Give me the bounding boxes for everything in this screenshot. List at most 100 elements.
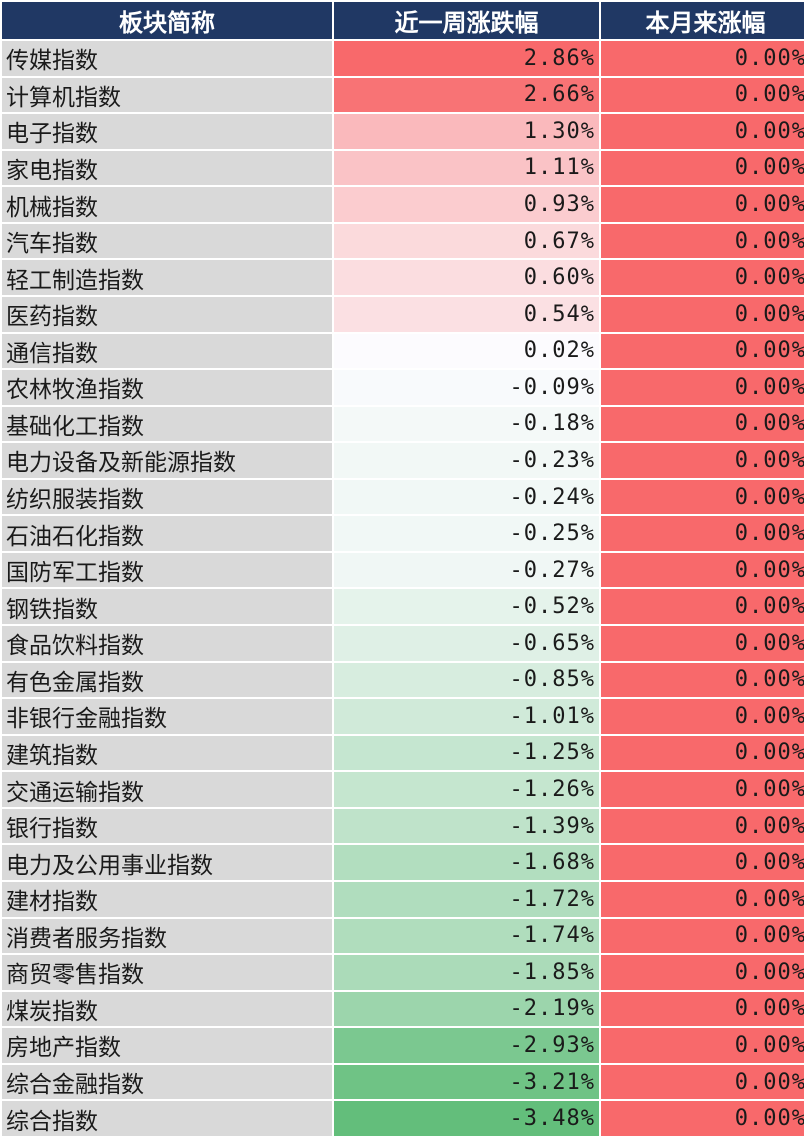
week-change-cell: 1.11%	[332, 148, 601, 188]
month-change-cell: 0.00%	[599, 879, 804, 919]
sector-name-cell: 食品饮料指数	[0, 624, 334, 663]
week-change-cell: -0.23%	[332, 441, 601, 480]
week-change-cell: -0.25%	[332, 514, 601, 553]
week-change-cell: 2.66%	[332, 75, 601, 115]
week-change-cell: -1.01%	[332, 697, 601, 736]
sector-name-cell: 房地产指数	[0, 1026, 334, 1065]
month-change-cell: 0.00%	[599, 1026, 804, 1065]
sector-name-cell: 综合指数	[0, 1099, 334, 1138]
month-change-cell: 0.00%	[599, 368, 804, 407]
sector-name-cell: 家电指数	[0, 148, 334, 188]
month-change-cell: 0.00%	[599, 989, 804, 1029]
table-row: 汽车指数 0.67% 0.00%	[0, 221, 804, 261]
header-row: 板块简称 近一周涨跌幅 本月来涨幅	[0, 0, 804, 41]
table-row: 钢铁指数 -0.52% 0.00%	[0, 587, 804, 626]
week-change-cell: -2.19%	[332, 989, 601, 1029]
month-change-cell: 0.00%	[599, 1099, 804, 1138]
month-change-cell: 0.00%	[599, 660, 804, 700]
sector-name-cell: 机械指数	[0, 185, 334, 224]
month-change-cell: 0.00%	[599, 75, 804, 115]
sector-name-cell: 农林牧渔指数	[0, 368, 334, 407]
week-change-cell: -0.24%	[332, 477, 601, 517]
week-change-cell: 0.60%	[332, 258, 601, 297]
sector-name-cell: 非银行金融指数	[0, 697, 334, 736]
sector-name-cell: 综合金融指数	[0, 1062, 334, 1102]
sector-name-cell: 通信指数	[0, 331, 334, 371]
month-change-cell: 0.00%	[599, 185, 804, 224]
month-change-cell: 0.00%	[599, 953, 804, 992]
table-row: 交通运输指数 -1.26% 0.00%	[0, 770, 804, 809]
table-row: 有色金属指数 -0.85% 0.00%	[0, 660, 804, 700]
sector-name-cell: 电力设备及新能源指数	[0, 441, 334, 480]
month-change-cell: 0.00%	[599, 1062, 804, 1102]
month-change-cell: 0.00%	[599, 221, 804, 261]
table-row: 综合指数 -3.48% 0.00%	[0, 1099, 804, 1138]
table-row: 电力及公用事业指数 -1.68% 0.00%	[0, 843, 804, 882]
week-change-cell: -0.52%	[332, 587, 601, 626]
table-row: 医药指数 0.54% 0.00%	[0, 294, 804, 334]
table-row: 电子指数 1.30% 0.00%	[0, 112, 804, 151]
week-change-cell: -1.25%	[332, 733, 601, 773]
sector-name-cell: 纺织服装指数	[0, 477, 334, 517]
week-change-cell: -0.65%	[332, 624, 601, 663]
week-change-cell: -2.93%	[332, 1026, 601, 1065]
sector-name-cell: 传媒指数	[0, 39, 334, 78]
month-change-cell: 0.00%	[599, 258, 804, 297]
table-row: 基础化工指数 -0.18% 0.00%	[0, 404, 804, 444]
sector-name-cell: 国防军工指数	[0, 550, 334, 590]
week-change-cell: 2.86%	[332, 39, 601, 78]
sector-name-cell: 石油石化指数	[0, 514, 334, 553]
month-change-cell: 0.00%	[599, 624, 804, 663]
month-change-cell: 0.00%	[599, 148, 804, 188]
month-change-cell: 0.00%	[599, 404, 804, 444]
month-change-cell: 0.00%	[599, 39, 804, 78]
table-row: 银行指数 -1.39% 0.00%	[0, 806, 804, 846]
week-change-cell: 0.67%	[332, 221, 601, 261]
header-sector-name: 板块简称	[0, 0, 334, 41]
table-row: 煤炭指数 -2.19% 0.00%	[0, 989, 804, 1029]
sector-name-cell: 医药指数	[0, 294, 334, 334]
week-change-cell: -0.18%	[332, 404, 601, 444]
week-change-cell: -3.48%	[332, 1099, 601, 1138]
month-change-cell: 0.00%	[599, 733, 804, 773]
sector-name-cell: 电子指数	[0, 112, 334, 151]
month-change-cell: 0.00%	[599, 587, 804, 626]
sector-name-cell: 计算机指数	[0, 75, 334, 115]
sector-name-cell: 建材指数	[0, 879, 334, 919]
month-change-cell: 0.00%	[599, 550, 804, 590]
week-change-cell: -1.72%	[332, 879, 601, 919]
table-row: 轻工制造指数 0.60% 0.00%	[0, 258, 804, 297]
header-week-change: 近一周涨跌幅	[332, 0, 601, 41]
week-change-cell: -0.85%	[332, 660, 601, 700]
week-change-cell: -1.39%	[332, 806, 601, 846]
week-change-cell: 0.02%	[332, 331, 601, 371]
table-row: 国防军工指数 -0.27% 0.00%	[0, 550, 804, 590]
week-change-cell: -1.68%	[332, 843, 601, 882]
month-change-cell: 0.00%	[599, 697, 804, 736]
table-row: 食品饮料指数 -0.65% 0.00%	[0, 624, 804, 663]
table-row: 电力设备及新能源指数 -0.23% 0.00%	[0, 441, 804, 480]
table-row: 计算机指数 2.66% 0.00%	[0, 75, 804, 115]
sector-name-cell: 银行指数	[0, 806, 334, 846]
week-change-cell: -1.85%	[332, 953, 601, 992]
month-change-cell: 0.00%	[599, 477, 804, 517]
sector-name-cell: 钢铁指数	[0, 587, 334, 626]
month-change-cell: 0.00%	[599, 843, 804, 882]
sector-name-cell: 电力及公用事业指数	[0, 843, 334, 882]
month-change-cell: 0.00%	[599, 112, 804, 151]
month-change-cell: 0.00%	[599, 294, 804, 334]
sector-name-cell: 消费者服务指数	[0, 916, 334, 956]
week-change-cell: -1.74%	[332, 916, 601, 956]
week-change-cell: 1.30%	[332, 112, 601, 151]
week-change-cell: -0.27%	[332, 550, 601, 590]
table-row: 建材指数 -1.72% 0.00%	[0, 879, 804, 919]
month-change-cell: 0.00%	[599, 916, 804, 956]
sector-name-cell: 基础化工指数	[0, 404, 334, 444]
table-row: 非银行金融指数 -1.01% 0.00%	[0, 697, 804, 736]
week-change-cell: 0.54%	[332, 294, 601, 334]
month-change-cell: 0.00%	[599, 331, 804, 371]
sector-name-cell: 汽车指数	[0, 221, 334, 261]
week-change-cell: -0.09%	[332, 368, 601, 407]
month-change-cell: 0.00%	[599, 770, 804, 809]
